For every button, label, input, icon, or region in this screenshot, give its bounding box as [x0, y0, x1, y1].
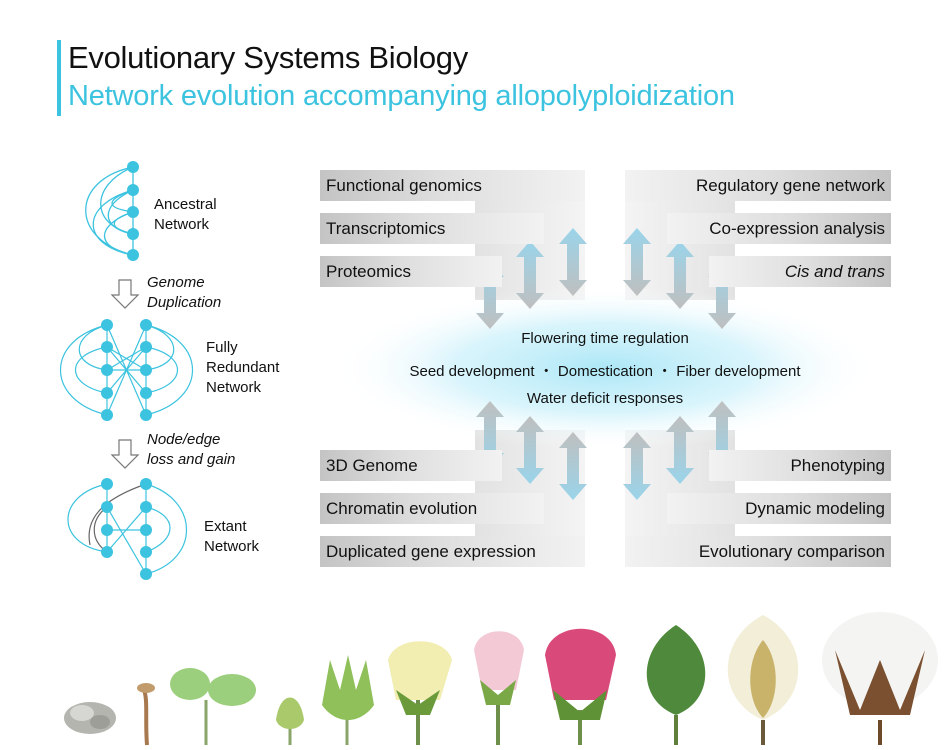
bar-phenotyping: Phenotyping: [709, 450, 891, 481]
bar-functional-genomics: Functional genomics: [320, 170, 585, 201]
white-flower-image: [388, 641, 452, 745]
title-accent-bar: [57, 40, 61, 116]
bar-evolutionary-comparison: Evolutionary comparison: [625, 536, 891, 567]
bar-co-expression-analysis: Co-expression analysis: [667, 213, 891, 244]
redundant-network: [59, 324, 194, 416]
loss-gain-label: Node/edge loss and gain: [147, 431, 236, 468]
redundant-nodes: [101, 319, 152, 421]
loss-gain-arrow: [110, 439, 140, 469]
square-image: [276, 697, 304, 745]
extant-network: [67, 483, 188, 575]
center-text-water-deficit: Water deficit responses: [526, 390, 684, 407]
duplication-arrow: [110, 279, 140, 309]
bar-cis-and-trans: Cis and trans: [709, 256, 891, 287]
bar-proteomics: Proteomics: [320, 256, 502, 287]
green-boll-image: [646, 625, 706, 745]
red-flower-image: [545, 628, 616, 745]
opening-boll-image: [727, 615, 799, 745]
genome-duplication-label: Genome Duplication: [147, 274, 222, 311]
bar-regulatory-gene-network: Regulatory gene network: [625, 170, 891, 201]
redundant-label: Fully Redundant Network: [206, 339, 280, 396]
center-glow: [330, 286, 880, 450]
ancestral-label: Ancestral Network: [154, 196, 217, 233]
page-title: Evolutionary Systems Biology: [68, 40, 468, 75]
cotton-development-images: [64, 612, 938, 746]
bar-duplicated-gene-expression: Duplicated gene expression: [320, 536, 585, 567]
extant-label: Extant Network: [204, 518, 260, 555]
page-subtitle: Network evolution accompanying allopolyp…: [68, 80, 735, 112]
germination-image: [137, 683, 155, 746]
center-text-development: Seed development ・ Domestication ・ Fiber…: [409, 363, 801, 380]
bar-transcriptomics: Transcriptomics: [320, 213, 544, 244]
bar-3d-genome: 3D Genome: [320, 450, 502, 481]
extant-nodes: [101, 478, 152, 580]
center-text-flowering: Flowering time regulation: [521, 330, 689, 347]
bar-dynamic-modeling: Dynamic modeling: [667, 493, 891, 524]
bar-chromatin-evolution: Chromatin evolution: [320, 493, 544, 524]
ancestral-nodes: [127, 161, 139, 261]
bract-image: [322, 655, 374, 745]
seed-image: [64, 702, 116, 734]
ancestral-network: [85, 166, 134, 256]
pink-flower-image: [474, 631, 524, 745]
seedling-image: [170, 668, 256, 745]
open-boll-image: [822, 612, 938, 745]
